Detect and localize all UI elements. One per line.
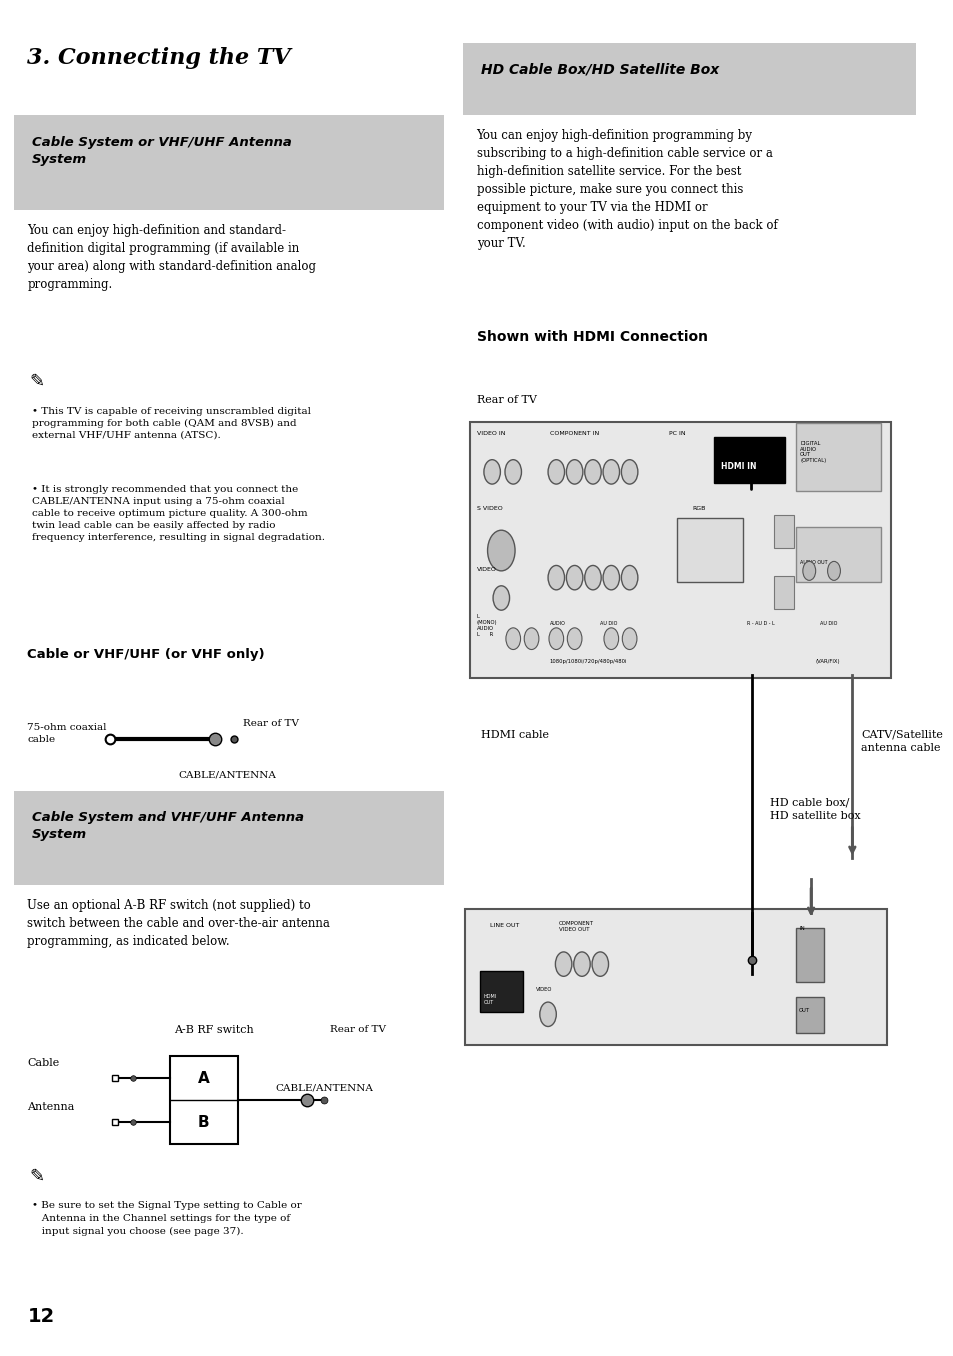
Circle shape	[483, 460, 500, 484]
Text: • It is strongly recommended that you connect the
CABLE/ANTENNA input using a 75: • It is strongly recommended that you co…	[32, 485, 325, 541]
Text: IN: IN	[799, 926, 804, 932]
Text: AU DIO: AU DIO	[820, 621, 837, 626]
Text: Shown with HDMI Connection: Shown with HDMI Connection	[476, 330, 707, 343]
Text: Antenna: Antenna	[28, 1101, 74, 1112]
Text: S VIDEO: S VIDEO	[476, 506, 502, 511]
Text: AU DIO: AU DIO	[599, 621, 617, 626]
Circle shape	[566, 460, 582, 484]
Text: LINE OUT: LINE OUT	[490, 923, 519, 929]
FancyBboxPatch shape	[773, 576, 793, 609]
Circle shape	[539, 1002, 556, 1026]
Circle shape	[573, 952, 590, 976]
Text: VIDEO: VIDEO	[476, 567, 496, 572]
Text: Use an optional A-B RF switch (not supplied) to
switch between the cable and ove: Use an optional A-B RF switch (not suppl…	[28, 899, 330, 948]
Text: Rear of TV: Rear of TV	[330, 1025, 386, 1035]
Circle shape	[504, 460, 521, 484]
Text: Cable: Cable	[28, 1058, 60, 1067]
Circle shape	[566, 565, 582, 590]
Text: You can enjoy high-definition and standard-
definition digital programming (if a: You can enjoy high-definition and standa…	[28, 224, 316, 290]
Text: B: B	[198, 1115, 210, 1130]
Circle shape	[505, 628, 520, 650]
Text: 3. Connecting the TV: 3. Connecting the TV	[28, 47, 291, 69]
Text: ✎: ✎	[30, 373, 45, 391]
Text: L
(MONO)
AUDIO
L      R: L (MONO) AUDIO L R	[476, 614, 497, 637]
Text: COMPONENT IN: COMPONENT IN	[549, 431, 598, 437]
Circle shape	[592, 952, 608, 976]
FancyBboxPatch shape	[462, 43, 920, 115]
Text: ✎: ✎	[30, 1168, 45, 1185]
Circle shape	[567, 628, 581, 650]
Text: • Be sure to set the Signal Type setting to Cable or
   Antenna in the Channel s: • Be sure to set the Signal Type setting…	[32, 1201, 301, 1235]
Text: HD cable box/
HD satellite box: HD cable box/ HD satellite box	[769, 797, 860, 820]
Text: CABLE/ANTENNA: CABLE/ANTENNA	[274, 1083, 373, 1093]
Text: Rear of TV: Rear of TV	[476, 395, 536, 404]
Circle shape	[602, 460, 618, 484]
Circle shape	[826, 561, 840, 580]
Text: 75-ohm coaxial
cable: 75-ohm coaxial cable	[28, 723, 107, 743]
Text: 12: 12	[28, 1307, 54, 1326]
Text: HDMI IN: HDMI IN	[720, 462, 756, 472]
FancyBboxPatch shape	[479, 971, 523, 1012]
Text: HD Cable Box/HD Satellite Box: HD Cable Box/HD Satellite Box	[480, 62, 719, 76]
Text: COMPONENT
VIDEO OUT: COMPONENT VIDEO OUT	[558, 921, 594, 932]
Circle shape	[802, 561, 815, 580]
Circle shape	[547, 565, 564, 590]
Text: Cable or VHF/UHF (or VHF only): Cable or VHF/UHF (or VHF only)	[28, 648, 265, 662]
Text: HDMI
OUT: HDMI OUT	[483, 994, 497, 1005]
Circle shape	[603, 628, 618, 650]
Text: Rear of TV: Rear of TV	[243, 719, 298, 728]
Text: HDMI cable: HDMI cable	[480, 730, 549, 739]
Text: VIDEO IN: VIDEO IN	[476, 431, 504, 437]
Circle shape	[584, 565, 600, 590]
Circle shape	[487, 530, 515, 571]
Text: A-B RF switch: A-B RF switch	[174, 1025, 253, 1035]
FancyBboxPatch shape	[13, 115, 444, 210]
Text: CABLE/ANTENNA: CABLE/ANTENNA	[178, 770, 276, 780]
Text: OUT: OUT	[799, 1008, 809, 1013]
Text: RGB: RGB	[691, 506, 704, 511]
Circle shape	[555, 952, 571, 976]
Circle shape	[621, 628, 637, 650]
Text: PC IN: PC IN	[668, 431, 685, 437]
Circle shape	[547, 460, 564, 484]
Text: R - AU D - L: R - AU D - L	[746, 621, 774, 626]
FancyBboxPatch shape	[470, 422, 890, 678]
FancyBboxPatch shape	[796, 423, 880, 491]
FancyBboxPatch shape	[713, 437, 783, 483]
Circle shape	[493, 586, 509, 610]
Text: CATV/Satellite
antenna cable: CATV/Satellite antenna cable	[861, 730, 943, 753]
Text: Cable System or VHF/UHF Antenna
System: Cable System or VHF/UHF Antenna System	[32, 136, 292, 165]
Circle shape	[548, 628, 563, 650]
Circle shape	[524, 628, 538, 650]
Circle shape	[602, 565, 618, 590]
FancyBboxPatch shape	[13, 791, 444, 885]
FancyBboxPatch shape	[796, 997, 823, 1033]
Text: • This TV is capable of receiving unscrambled digital
programming for both cable: • This TV is capable of receiving unscra…	[32, 407, 311, 439]
Text: Cable System and VHF/UHF Antenna
System: Cable System and VHF/UHF Antenna System	[32, 811, 304, 841]
FancyBboxPatch shape	[796, 928, 823, 982]
Text: DIGITAL
AUDIO
OUT
(OPTICAL): DIGITAL AUDIO OUT (OPTICAL)	[800, 441, 825, 464]
Circle shape	[620, 460, 638, 484]
Text: VIDEO: VIDEO	[536, 987, 552, 993]
FancyBboxPatch shape	[796, 527, 880, 582]
Text: AUDIO: AUDIO	[549, 621, 565, 626]
FancyBboxPatch shape	[773, 515, 793, 548]
Text: AUDIO OUT: AUDIO OUT	[800, 560, 827, 565]
FancyBboxPatch shape	[677, 518, 742, 582]
Text: 1080p/1080i/720p/480p/480i: 1080p/1080i/720p/480p/480i	[549, 659, 627, 664]
FancyBboxPatch shape	[464, 909, 886, 1045]
Text: You can enjoy high-definition programming by
subscribing to a high-definition ca: You can enjoy high-definition programmin…	[476, 129, 777, 250]
Text: (VAR/FIX): (VAR/FIX)	[815, 659, 840, 664]
Bar	[170, 1056, 238, 1144]
Text: A: A	[198, 1071, 210, 1086]
Circle shape	[620, 565, 638, 590]
Circle shape	[584, 460, 600, 484]
